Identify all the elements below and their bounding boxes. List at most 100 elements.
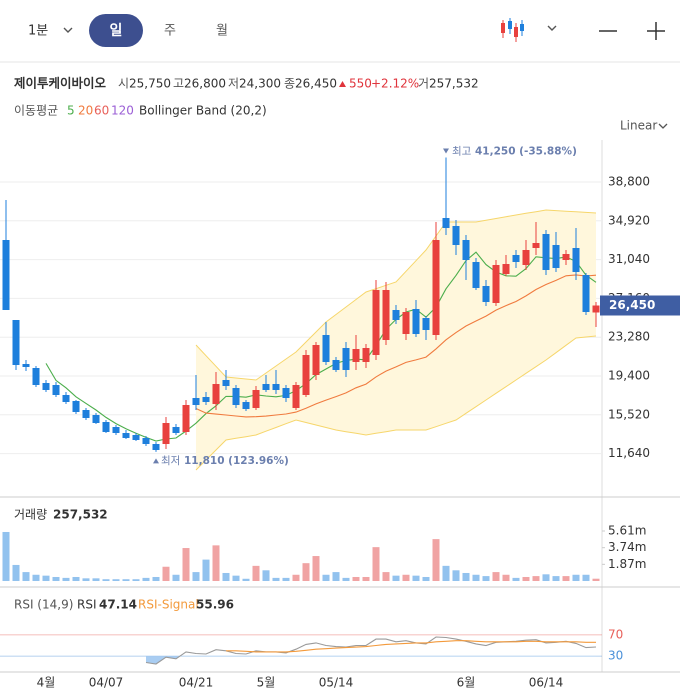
volume-bar [522,576,530,581]
volume-bar [282,577,290,581]
rsi-value: 47.14 [99,598,137,612]
volume-bar [162,566,170,581]
candle-body [52,385,60,395]
candle-body [32,368,40,385]
volume-bar [182,548,190,581]
candle-body [382,290,390,340]
candle-body [402,312,410,334]
volume-bar [482,576,490,581]
chevron[interactable] [547,25,557,31]
legend-entry[interactable]: 5 [67,104,75,118]
candle-body [512,255,520,262]
volume-bar [12,564,20,581]
legend-entry[interactable]: Bollinger Band (20,2) [139,104,267,118]
volume-bar [272,577,280,581]
candle-body [582,275,590,312]
x-tick-label: 04/07 [89,676,124,690]
active-period-pill[interactable] [89,14,143,47]
candle-body [62,395,70,402]
rsi-line [145,636,597,665]
candle-body [172,427,180,433]
period-month[interactable]: 월 [216,24,228,39]
zoom-in[interactable] [647,22,665,40]
ma-label: 이동평균 [14,104,58,118]
volume-bar [312,556,320,581]
y-tick-label: 1.87m [608,557,646,571]
y-tick-label: 3.74m [608,540,646,554]
x-tick-label: 4월 [37,676,56,690]
ma-line [195,274,597,418]
legend-entry[interactable]: 120 [111,104,134,118]
y-tick-label: 15,520 [608,407,650,421]
legend-entry[interactable]: 60 [94,104,109,118]
field-label: 고 [173,77,184,91]
candle-body [562,254,570,260]
change-pct: +2.12% [371,77,419,91]
candle-body [412,309,420,334]
stock-name: 제이투케이바이오 [14,76,107,91]
volume-bar [302,563,310,581]
candle-body [82,410,90,418]
candle-body [42,383,50,390]
volume-bar [72,576,80,581]
candle-body [542,234,550,270]
y-tick-label: 31,040 [608,252,650,266]
rsi-signal-value: 55.96 [196,598,234,612]
volume-bar [122,579,130,581]
volume-bar [592,578,600,581]
plot-layer: 38,80034,92031,04027,16023,28019,40015,5… [0,146,680,690]
period-day[interactable]: 일 [110,23,123,39]
candle-body [72,401,80,412]
volume-bar [362,576,370,581]
field-value: 25,750 [129,77,171,91]
rsi-legend: RSI [77,598,97,612]
candle-body [312,345,320,375]
candle-body [292,385,300,408]
volume-bar [402,574,410,581]
volume-bar [512,577,520,581]
volume-bar [62,577,70,581]
chart-type-icon[interactable] [501,18,524,42]
price-tag [600,295,680,316]
x-tick-label: 06/14 [529,676,564,690]
volume-bar [102,579,110,581]
candle-body [442,218,450,228]
volume-bar [202,559,210,581]
volume-bar [462,572,470,581]
candle-body [472,262,480,288]
volume-bar [42,575,50,581]
x-tick-label: 04/21 [179,676,214,690]
volume-bar [572,574,580,581]
candle-body [162,423,170,444]
volume-bar [82,578,90,581]
interval-select[interactable]: 1분 [28,24,48,39]
legend-entry[interactable]: 20 [78,104,93,118]
candle-body [462,240,470,260]
chevron[interactable] [63,27,73,33]
volume-bar [392,575,400,581]
rsi-signal-legend: RSI-Signal [138,598,199,612]
volume-bar [2,531,10,581]
volume-bar [412,575,420,581]
candle-body [502,264,510,274]
period-week[interactable]: 주 [164,24,176,39]
candle-body [362,348,370,362]
volume-bar [292,574,300,581]
volume-bar [212,545,220,581]
bollinger-upper [195,209,597,381]
volume-bar [252,565,260,581]
candle-body [222,380,230,386]
volume-bar [442,565,450,581]
ma-line [45,251,597,442]
scale-select[interactable]: Linear [620,119,657,133]
y-tick-label: 70 [608,627,623,641]
candle-body [262,384,270,390]
toolbar: 1분 일 주 월 [0,14,680,63]
y-tick-label: 5.61m [608,524,646,538]
volume-bar [422,576,430,581]
candle-body [112,427,120,433]
candle-body [532,243,540,248]
candle-body [122,433,130,438]
rsi-line [226,640,596,653]
chevron[interactable] [658,123,668,129]
